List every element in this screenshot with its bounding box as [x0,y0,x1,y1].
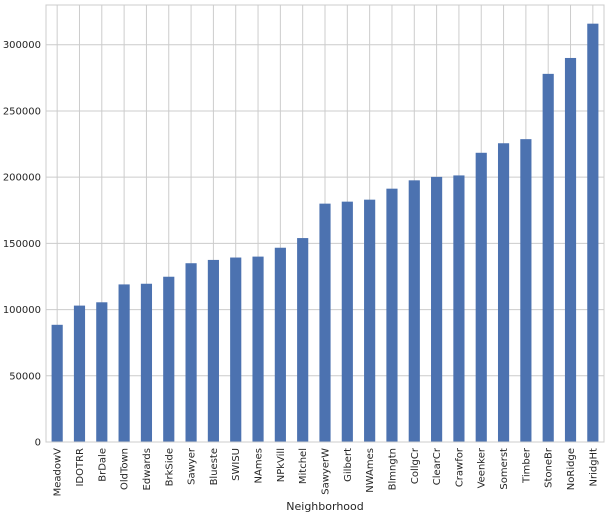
x-tick-label: Gilbert [343,448,354,482]
x-tick-label: Blmngtn [387,448,398,490]
bar-Blueste [207,259,219,442]
x-tick-label: Mitchel [298,448,309,484]
x-tick-label: NPkVill [276,448,287,482]
x-tick-label: Blueste [209,448,220,485]
y-tick-label: 300000 [3,40,41,51]
bar-NoRidge [564,57,577,442]
x-tick-label: NoRidge [566,448,577,490]
y-tick-label: 50000 [9,371,41,382]
plot-frame [45,4,605,443]
bar-Blmngtn [386,188,398,442]
bar-BrkSide [163,276,175,442]
x-axis-title: Neighborhood [286,500,363,513]
bar-NPkVill [274,247,286,442]
x-tick-label: NridgHt [588,448,599,487]
x-tick-label: Crawfor [454,447,465,487]
y-tick-label: 150000 [3,239,41,250]
x-tick-label: Sawyer [187,447,198,485]
x-tick-label: Somerst [499,448,510,490]
bar-Crawfor [453,175,465,442]
bar-IDOTRR [73,305,86,442]
y-tick-label: 0 [35,438,41,449]
bar-Timber [520,139,532,442]
x-tick-label: StoneBr [544,447,555,488]
x-tick-label: Veenker [477,447,488,488]
bar-CollgCr [408,180,420,442]
x-tick-label: BrDale [97,448,108,482]
x-tick-label: BrkSide [164,448,175,486]
x-tick-label: NWAmes [365,448,376,493]
x-tick-label: Edwards [142,448,153,490]
bar-Mitchel [297,238,309,442]
bar-NridgHt [587,23,599,443]
bar-Veenker [475,152,487,442]
bar-MeadowV [51,324,63,442]
x-tick-label: MeadowV [53,448,64,497]
bar-OldTown [118,284,130,442]
bar-Gilbert [341,201,353,442]
bar-SawyerW [319,203,331,442]
x-tick-label: SWISU [231,448,242,481]
bar-SWISU [230,257,242,442]
bars [51,23,599,443]
bar-StoneBr [542,73,554,443]
y-tick-label: 250000 [3,106,41,117]
bar-NAmes [252,256,264,442]
bar-BrDale [96,302,108,442]
x-tick-label: Timber [521,447,532,484]
bar-ClearCr [431,176,443,443]
x-tick-label: NAmes [254,448,265,483]
bar-Somerst [497,143,510,442]
x-tick-label: CollgCr [410,447,421,484]
x-tick-label: SawyerW [321,448,332,495]
y-tick-label: 200000 [3,173,41,184]
y-tick-label: 100000 [3,305,41,316]
x-tick-label: IDOTRR [75,448,86,487]
bar-Sawyer [185,263,197,442]
x-tick-label: ClearCr [432,447,443,485]
x-tick-label: OldTown [120,448,131,490]
x-axis-ticks: MeadowV IDOTRR BrDale OldTown Edwards BrkSide… [53,447,600,496]
bar-NWAmes [364,199,376,442]
y-axis-ticks: 0 50000 100000 150000 200000 250000 300000 [3,40,41,448]
bar-Edwards [140,283,153,442]
